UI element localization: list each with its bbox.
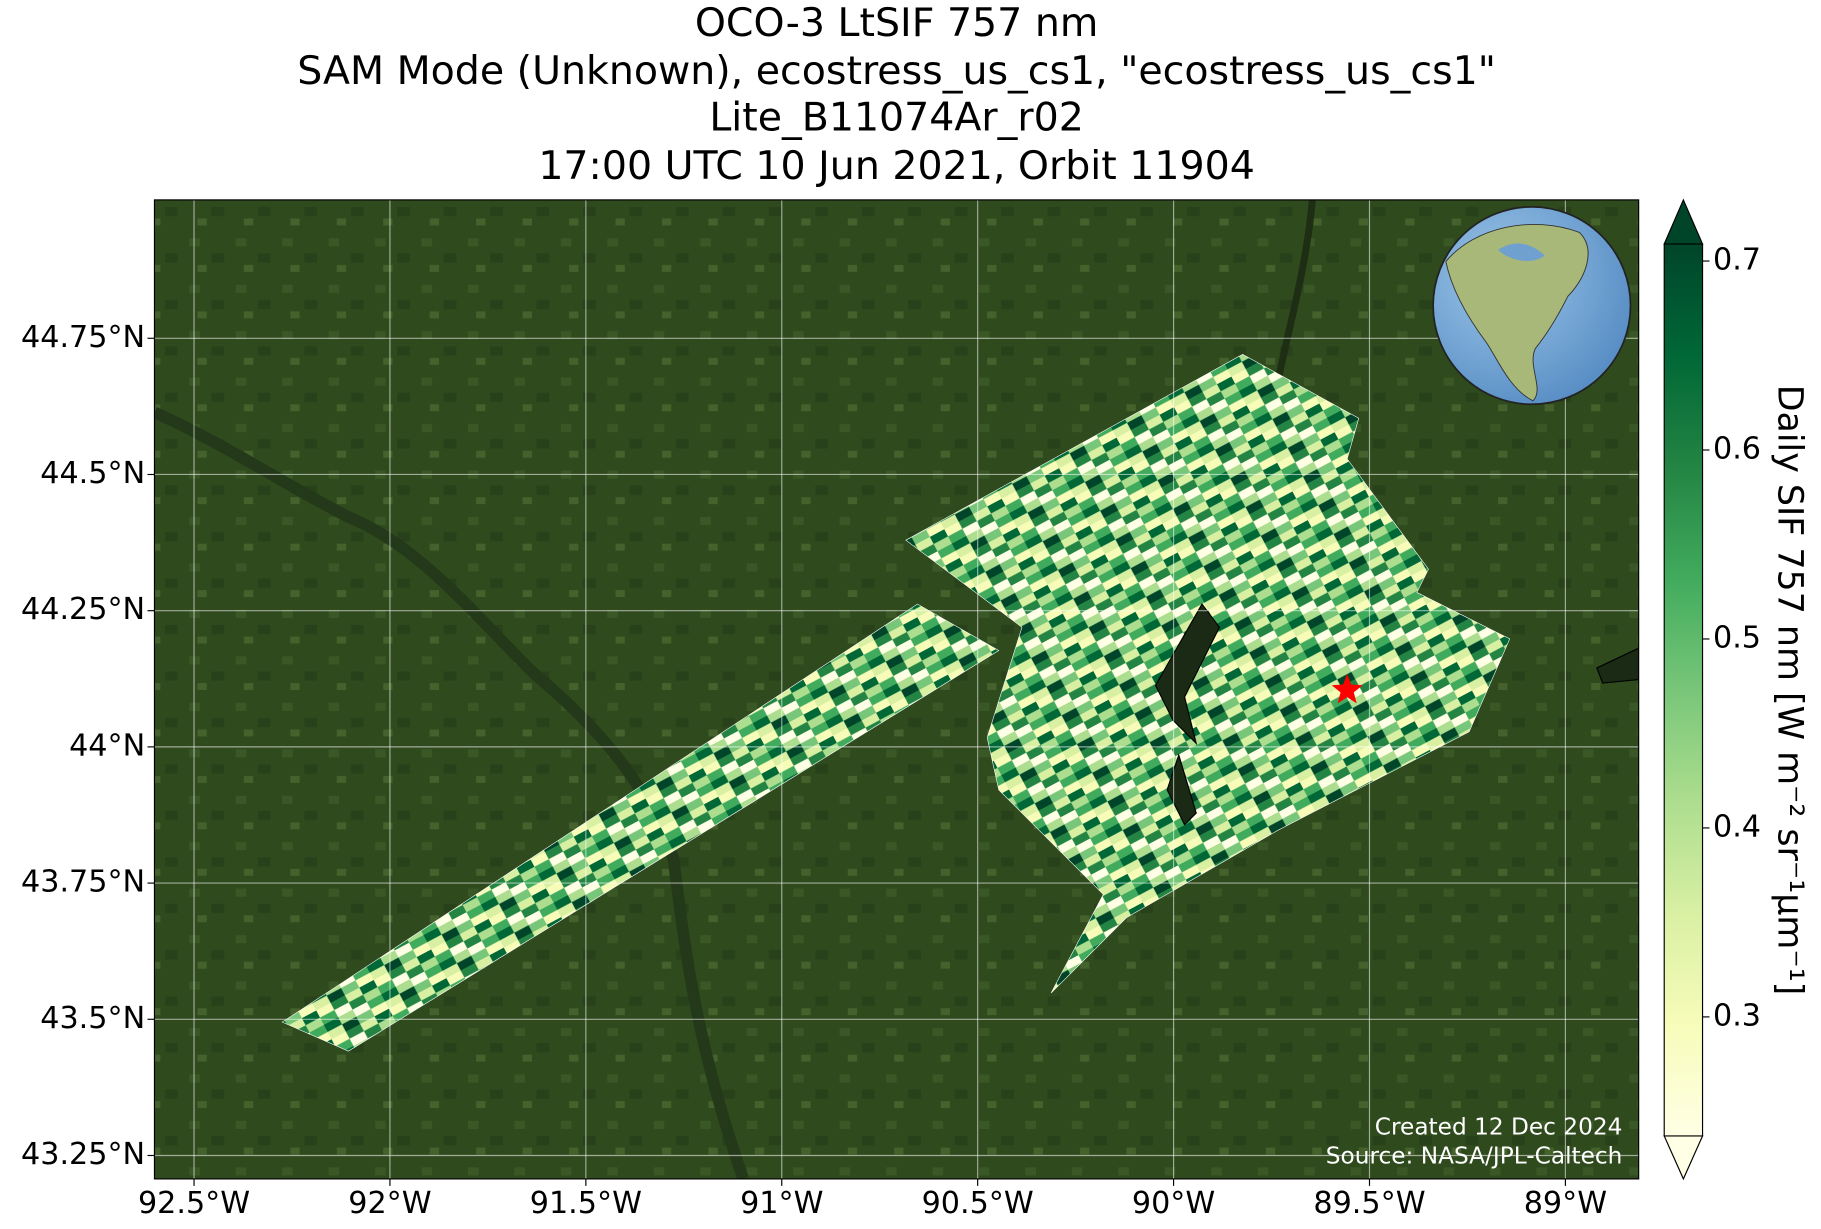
colorbar-body: [1663, 243, 1704, 1137]
credit: Source: NASA/JPL-Caltech: [1326, 1142, 1623, 1169]
continent: [1445, 223, 1589, 402]
x-tick-label: 90.5°W: [922, 1186, 1034, 1221]
colorbar-tick-label: 0.6: [1713, 432, 1761, 467]
x-tick-label: 89.5°W: [1313, 1186, 1425, 1221]
title-line: Lite_B11074Ar_r02: [709, 94, 1084, 140]
river: [1274, 199, 1316, 385]
title-line: 17:00 UTC 10 Jun 2021, Orbit 11904: [538, 143, 1255, 189]
map-area: Created 12 Dec 2024 Source: NASA/JPL-Cal…: [154, 199, 1639, 1179]
site-marker: [1331, 673, 1363, 704]
colorbar-extend-top: [1663, 198, 1704, 245]
y-tick-label: 43.75°N: [21, 865, 145, 900]
credit: Created 12 Dec 2024: [1375, 1113, 1623, 1140]
colorbar-extend-bottom: [1663, 1135, 1704, 1181]
title-line: OCO-3 LtSIF 757 nm: [695, 0, 1098, 46]
lake: [1596, 647, 1639, 684]
x-tick-label: 92°W: [348, 1186, 431, 1221]
y-tick-label: 43.5°N: [40, 1001, 145, 1036]
x-tick-label: 89°W: [1524, 1186, 1607, 1221]
lake: [1154, 602, 1221, 826]
colorbar: 0.3 0.4 0.5 0.6 0.7 Daily SIF 757 nm [W m⁻² s…: [1663, 198, 1809, 1181]
map-frame: [153, 199, 1640, 1180]
river: [154, 407, 749, 1179]
colorbar-label: Daily SIF 757 nm [W m⁻² sr⁻¹μm⁻¹]: [1769, 385, 1809, 996]
hudson-bay: [1498, 243, 1545, 261]
globe-inset: [1432, 205, 1632, 406]
colorbar-tick-label: 0.3: [1713, 998, 1761, 1033]
y-tick-label: 43.25°N: [21, 1137, 145, 1172]
swath: [281, 603, 1000, 1052]
x-tick-label: 92.5°W: [138, 1186, 250, 1221]
grid: [154, 199, 1639, 1179]
y-tick-label: 44°N: [69, 728, 145, 763]
colorbar-tick-label: 0.4: [1713, 809, 1761, 844]
x-tick-label: 90°W: [1132, 1186, 1215, 1221]
x-tick-label: 91.5°W: [530, 1186, 642, 1221]
y-tick-label: 44.25°N: [21, 592, 145, 627]
x-tick-label: 91°W: [740, 1186, 823, 1221]
axes: 92.5°W 92°W 91.5°W 91°W 90.5°W 90°W 89.5°W 89°W…: [21, 320, 1607, 1221]
title-line: SAM Mode (Unknown), ecostress_us_cs1, "e…: [297, 48, 1496, 94]
credits: Created 12 Dec 2024 Source: NASA/JPL-Cal…: [1326, 1113, 1623, 1169]
colorbar-tick-label: 0.5: [1713, 620, 1761, 655]
colorbar-tick-label: 0.7: [1713, 243, 1761, 278]
swath: [905, 354, 1511, 994]
y-tick-label: 44.5°N: [40, 456, 145, 491]
title: OCO-3 LtSIF 757 nm SAM Mode (Unknown), e…: [297, 0, 1496, 189]
y-tick-label: 44.75°N: [21, 320, 145, 355]
